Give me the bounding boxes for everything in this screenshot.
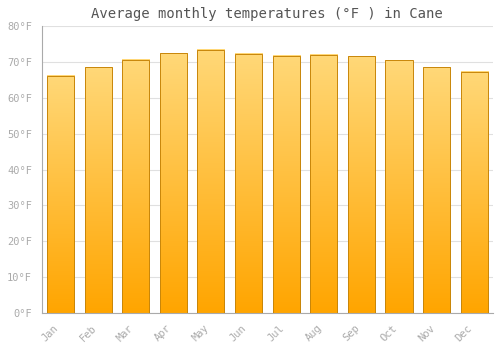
Bar <box>460 72 488 313</box>
Title: Average monthly temperatures (°F ) in Cane: Average monthly temperatures (°F ) in Ca… <box>92 7 443 21</box>
Bar <box>198 50 224 313</box>
Bar <box>47 76 74 313</box>
Bar <box>423 68 450 313</box>
Bar <box>235 54 262 313</box>
Bar <box>348 56 375 313</box>
Bar <box>160 53 187 313</box>
Bar <box>310 55 338 313</box>
Bar <box>84 68 112 313</box>
Bar <box>386 60 412 313</box>
Bar <box>272 56 299 313</box>
Bar <box>122 60 149 313</box>
